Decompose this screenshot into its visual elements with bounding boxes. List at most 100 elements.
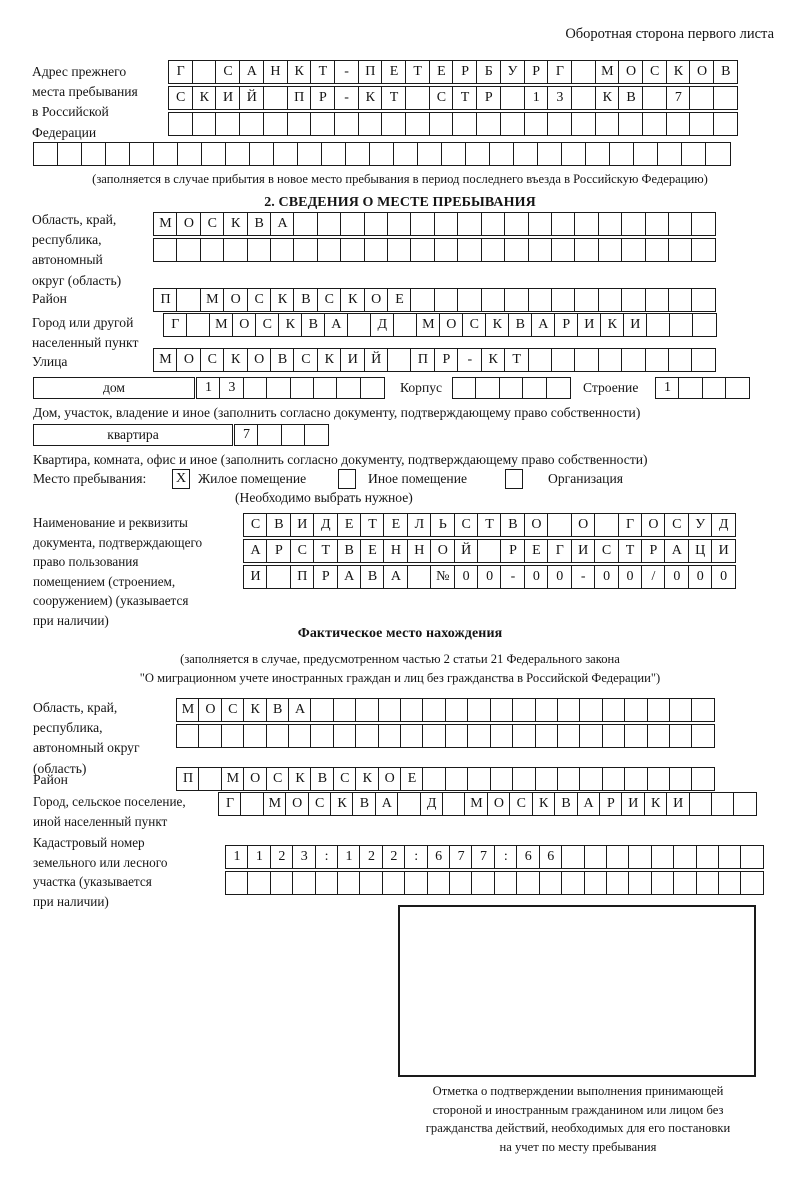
- house-cells-cell-4[interactable]: [266, 377, 292, 399]
- section2-street-row-cell-17[interactable]: [527, 348, 553, 372]
- prev-address-row-3-cell-1[interactable]: [168, 112, 194, 136]
- actual-region-row-2-cell-22[interactable]: [646, 724, 671, 748]
- actual-region-row-1-cell-1[interactable]: М: [176, 698, 200, 722]
- document-row-3-cell-5[interactable]: А: [336, 565, 362, 589]
- document-row-2-cell-20[interactable]: Ц: [687, 539, 713, 563]
- section2-region-row-2-cell-16[interactable]: [504, 238, 530, 262]
- flat-cells-cell-4[interactable]: [304, 424, 330, 446]
- section2-region-row-2-cell-8[interactable]: [316, 238, 342, 262]
- prev-address-row-2-cell-6[interactable]: П: [286, 86, 312, 110]
- prev-address-row-1-cell-3[interactable]: С: [215, 60, 241, 84]
- section2-district-row-cell-7[interactable]: В: [293, 288, 319, 312]
- section2-city-row-cell-18[interactable]: Р: [554, 313, 579, 337]
- cadastre-row-1-cell-23[interactable]: [717, 845, 742, 869]
- prev-address-row-4-cell-24[interactable]: [585, 142, 611, 166]
- house-cells-cell-7[interactable]: [336, 377, 362, 399]
- cadastre-row-1-cell-15[interactable]: 6: [538, 845, 563, 869]
- cadastre-row-2-cell-8[interactable]: [381, 871, 406, 895]
- cadastre-row-2-cell-13[interactable]: [493, 871, 518, 895]
- actual-region-row-2-cell-5[interactable]: [265, 724, 290, 748]
- cadastre-row-1-cell-13[interactable]: :: [493, 845, 518, 869]
- document-row-3-cell-20[interactable]: 0: [687, 565, 713, 589]
- cadastre-row-2-cell-10[interactable]: [426, 871, 451, 895]
- actual-region-row-2-cell-6[interactable]: [288, 724, 313, 748]
- section2-street-row-cell-21[interactable]: [621, 348, 647, 372]
- cadastre-row-1-cell-22[interactable]: [695, 845, 720, 869]
- cadastre-row-2-cell-7[interactable]: [359, 871, 384, 895]
- prev-address-row-4-cell-5[interactable]: [129, 142, 155, 166]
- prev-address-row-1-cell-23[interactable]: О: [689, 60, 715, 84]
- section2-region-row-2-cell-9[interactable]: [340, 238, 366, 262]
- document-row-1-cell-17[interactable]: Г: [617, 513, 643, 537]
- stroenie-cells[interactable]: 1: [655, 377, 751, 399]
- actual-city-row-cell-22[interactable]: [688, 792, 713, 816]
- prev-address-row-3-cell-9[interactable]: [357, 112, 383, 136]
- prev-address-row-2-cell-20[interactable]: В: [618, 86, 644, 110]
- section2-region-row-2-cell-17[interactable]: [527, 238, 553, 262]
- actual-district-row-cell-9[interactable]: К: [355, 767, 380, 791]
- confirmation-stamp-box[interactable]: [398, 905, 756, 1077]
- prev-address-row-1-cell-16[interactable]: Р: [523, 60, 549, 84]
- section2-city-row-cell-16[interactable]: В: [508, 313, 533, 337]
- document-row-3-cell-2[interactable]: [266, 565, 292, 589]
- actual-region-row-2-cell-7[interactable]: [310, 724, 335, 748]
- cadastre-row-2-cell-5[interactable]: [314, 871, 339, 895]
- prev-address-row-3-cell-23[interactable]: [689, 112, 715, 136]
- section2-street-row-cell-14[interactable]: -: [457, 348, 483, 372]
- actual-city-row-cell-4[interactable]: О: [285, 792, 310, 816]
- section2-city-row-cell-5[interactable]: С: [255, 313, 280, 337]
- section2-street-row-cell-16[interactable]: Т: [504, 348, 530, 372]
- cadastre-row-2-cell-12[interactable]: [471, 871, 496, 895]
- document-row-2-cell-2[interactable]: Р: [266, 539, 292, 563]
- actual-city-row-cell-3[interactable]: М: [262, 792, 287, 816]
- document-row-3-cell-6[interactable]: В: [360, 565, 386, 589]
- prev-address-row-4-cell-14[interactable]: [345, 142, 371, 166]
- section2-region-row-1-cell-11[interactable]: [387, 212, 413, 236]
- document-row-1-cell-11[interactable]: Т: [477, 513, 503, 537]
- actual-region-row-2-cell-14[interactable]: [467, 724, 492, 748]
- section2-district-row-cell-14[interactable]: [457, 288, 483, 312]
- prev-address-row-3-cell-21[interactable]: [642, 112, 668, 136]
- actual-city-row-cell-8[interactable]: А: [374, 792, 399, 816]
- document-row-1-cell-20[interactable]: У: [687, 513, 713, 537]
- actual-district-row-cell-6[interactable]: К: [288, 767, 313, 791]
- document-row-1-cell-19[interactable]: С: [664, 513, 690, 537]
- section2-city-row-cell-23[interactable]: [669, 313, 694, 337]
- actual-city-row-cell-19[interactable]: И: [621, 792, 646, 816]
- section2-region-row-1-cell-13[interactable]: [433, 212, 459, 236]
- cadastre-row-2-cell-6[interactable]: [337, 871, 362, 895]
- korpus-cells-cell-3[interactable]: [498, 377, 524, 399]
- actual-region-row-1-cell-6[interactable]: А: [288, 698, 313, 722]
- section2-street-row-cell-18[interactable]: [550, 348, 576, 372]
- prev-address-row-4-cell-16[interactable]: [393, 142, 419, 166]
- document-row-2-cell-13[interactable]: Е: [523, 539, 549, 563]
- section2-district-row-cell-5[interactable]: С: [246, 288, 272, 312]
- document-row-3-cell-1[interactable]: И: [243, 565, 268, 589]
- actual-region-row-1-cell-22[interactable]: [646, 698, 671, 722]
- actual-region-row-2-cell-13[interactable]: [444, 724, 469, 748]
- section2-region-row-1-cell-21[interactable]: [621, 212, 647, 236]
- prev-address-row-4[interactable]: [33, 142, 731, 166]
- document-row-2-cell-12[interactable]: Р: [500, 539, 526, 563]
- document-row-3-cell-18[interactable]: /: [640, 565, 666, 589]
- prev-address-row-2-cell-14[interactable]: Р: [476, 86, 502, 110]
- prev-address-row-2-cell-21[interactable]: [642, 86, 668, 110]
- section2-street-row-cell-7[interactable]: С: [293, 348, 319, 372]
- actual-district-row-cell-23[interactable]: [668, 767, 693, 791]
- prev-address-row-3-cell-24[interactable]: [713, 112, 739, 136]
- cadastre-row-1-cell-18[interactable]: [605, 845, 630, 869]
- prev-address-row-4-cell-27[interactable]: [657, 142, 683, 166]
- section2-region-row-1-cell-7[interactable]: [293, 212, 319, 236]
- section2-street-row-cell-10[interactable]: Й: [363, 348, 389, 372]
- section2-region-row-2-cell-4[interactable]: [223, 238, 249, 262]
- section2-region-row-2-cell-2[interactable]: [176, 238, 202, 262]
- prev-address-row-4-cell-22[interactable]: [537, 142, 563, 166]
- prev-address-row-3-cell-2[interactable]: [191, 112, 217, 136]
- korpus-cells-cell-4[interactable]: [522, 377, 548, 399]
- section2-city-row-cell-10[interactable]: Д: [370, 313, 395, 337]
